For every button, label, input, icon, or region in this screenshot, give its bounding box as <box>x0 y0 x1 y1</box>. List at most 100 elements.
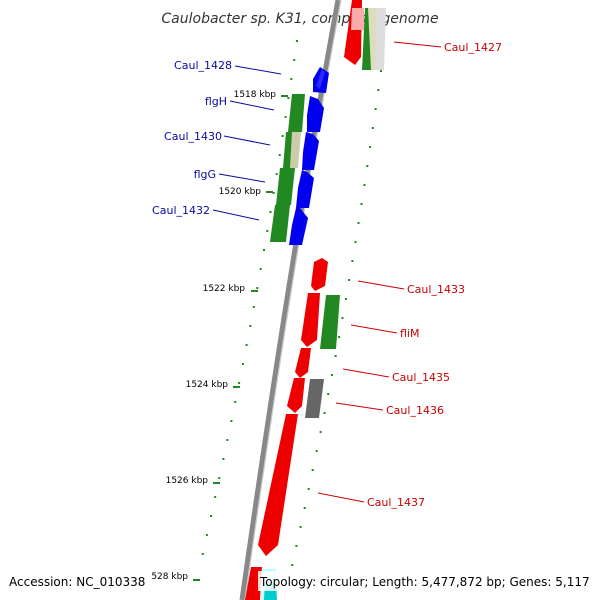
ruler-dot <box>214 496 217 498</box>
ruler-dot <box>380 70 382 72</box>
ruler-dot <box>201 553 204 555</box>
ruler-dot <box>275 173 278 175</box>
tick-label-1522: 1522 kbp <box>203 284 246 294</box>
leader-caul-1428 <box>234 65 282 75</box>
leader-flgh <box>229 100 275 111</box>
gene-caul-1430-pale <box>290 132 301 168</box>
ruler-dot <box>252 306 255 308</box>
ruler-dot <box>245 344 248 346</box>
ruler-dot <box>360 203 363 205</box>
ruler-dot <box>366 165 369 167</box>
ruler-dot <box>374 108 377 110</box>
leader-caul-1430 <box>223 135 271 146</box>
ruler-dot <box>272 192 275 194</box>
ruler-dot <box>238 382 241 384</box>
tick-label-1524: 1524 kbp <box>186 380 229 390</box>
label-caul-1427[interactable]: Caul_1427 <box>444 41 502 54</box>
ruler-dot <box>281 135 284 137</box>
gene-flgh-green <box>288 94 305 132</box>
gene-flgg-green <box>276 168 295 205</box>
ruler-dot <box>363 184 366 186</box>
ruler-dot <box>303 507 306 509</box>
ruler-dot <box>295 545 298 547</box>
label-caul-1428[interactable]: Caul_1428 <box>174 59 232 72</box>
ruler-dot <box>266 230 269 232</box>
forward-genes[interactable] <box>289 67 329 245</box>
ruler-dot <box>311 469 314 471</box>
ruler-dot <box>334 355 337 357</box>
label-caul-1437[interactable]: Caul_1437 <box>367 496 425 509</box>
ruler-dot <box>307 488 310 490</box>
ruler-dot <box>315 450 318 452</box>
tick-mark-1524 <box>233 386 240 388</box>
gene-caul-1430 <box>302 132 319 170</box>
ruler-dot <box>222 458 225 460</box>
label-caul-1432[interactable]: Caul_1432 <box>152 204 210 217</box>
gene-caul-1433b <box>301 293 320 347</box>
major-ticks: 1518 kbp 1520 kbp 1522 kbp 1524 kbp 1526… <box>146 90 288 582</box>
gene-caul-1432-green <box>270 205 290 242</box>
ruler-dot <box>210 515 213 517</box>
gene-caul-1428-shine <box>316 69 325 89</box>
ruler-dot <box>348 279 351 281</box>
leader-flim <box>350 324 398 334</box>
label-caul-1430[interactable]: Caul_1430 <box>164 130 222 143</box>
ruler-dot <box>269 211 272 213</box>
gene-caul-1432 <box>289 208 308 245</box>
tick-label-1518: 1518 kbp <box>234 90 277 100</box>
right-outer-genes[interactable] <box>305 295 340 418</box>
gene-caul-1436 <box>305 379 324 418</box>
label-flim[interactable]: fliM <box>400 327 419 340</box>
ruler-dot <box>263 249 265 251</box>
gene-pale-1427 <box>368 8 377 70</box>
tick-dots <box>201 40 382 566</box>
ruler-dot <box>290 78 293 80</box>
ruler-dot <box>259 268 262 270</box>
ruler-dot <box>357 222 360 224</box>
left-gene-labels: Caul_1428 flgH Caul_1430 flgG Caul_1432 <box>152 59 232 217</box>
tick-label-1528: 1528 kbp <box>146 572 189 582</box>
tick-mark-1518 <box>281 95 288 97</box>
ruler-dot <box>319 431 322 433</box>
ruler-dot <box>218 477 221 479</box>
ruler-dot <box>377 89 380 91</box>
tick-mark-1520 <box>266 191 273 193</box>
ruler-dot <box>338 336 341 338</box>
gene-light-grey-1427 <box>375 8 386 70</box>
topology-text: Topology: circular; Length: 5,477,872 bp… <box>259 575 590 589</box>
ruler-dot <box>299 526 302 528</box>
right-leaders <box>317 41 442 503</box>
ruler-dot <box>293 59 296 61</box>
ruler-dot <box>287 97 290 99</box>
gene-flgh <box>307 96 324 132</box>
leader-flgg <box>218 173 266 183</box>
left-leaders <box>212 65 282 221</box>
gene-bottom-red <box>245 567 262 600</box>
ruler-dot <box>291 564 294 566</box>
label-flgg[interactable]: flgG <box>194 168 216 181</box>
label-flgh[interactable]: flgH <box>205 95 227 108</box>
ruler-dot <box>327 393 330 395</box>
ruler-dot <box>323 412 326 414</box>
label-caul-1433[interactable]: Caul_1433 <box>407 283 465 296</box>
topology-bg <box>258 571 596 591</box>
ruler-dot <box>278 154 281 156</box>
gene-caul-1433 <box>311 258 328 291</box>
leader-caul-1427 <box>393 41 442 48</box>
feature-group-caul-1427[interactable] <box>344 0 386 70</box>
ruler-dot <box>256 287 259 289</box>
label-caul-1436[interactable]: Caul_1436 <box>386 404 444 417</box>
label-caul-1435[interactable]: Caul_1435 <box>392 371 450 384</box>
accession-text: Accession: NC_010338 <box>9 575 145 589</box>
left-inner-genes[interactable] <box>270 94 305 242</box>
ruler-dot <box>354 241 357 243</box>
ruler-dot <box>351 260 354 262</box>
ruler-dot <box>230 420 233 422</box>
tick-mark-1522 <box>251 290 258 292</box>
ruler-dot <box>226 439 229 441</box>
gene-flim <box>320 295 340 349</box>
ruler-dot <box>234 401 237 403</box>
ruler-dot <box>296 40 298 42</box>
gene-caul-1435 <box>295 348 311 378</box>
